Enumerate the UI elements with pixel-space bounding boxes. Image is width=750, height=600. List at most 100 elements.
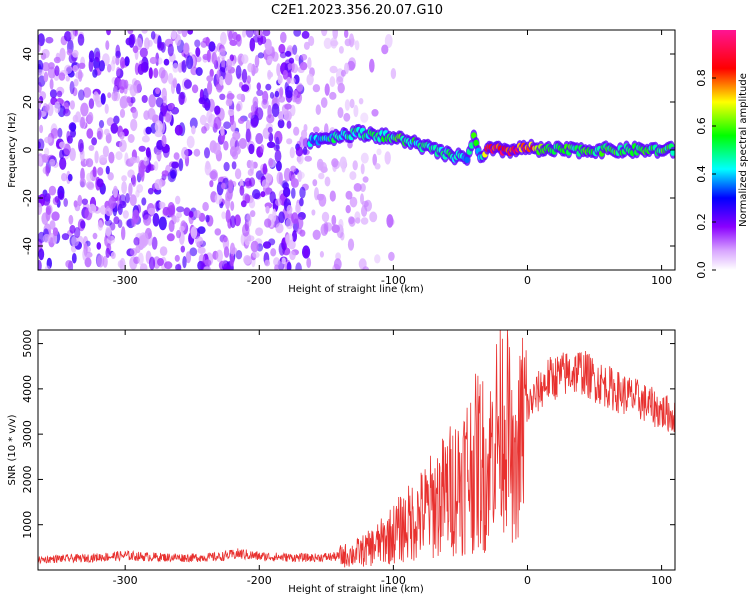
spectrogram-noise-cell	[62, 108, 71, 117]
spectrogram-noise-cell	[110, 122, 119, 134]
spectrogram-noise-cell	[72, 49, 79, 58]
spectrogram-noise-cell	[67, 173, 73, 182]
spectrogram-noise-cell	[286, 120, 292, 129]
spectrogram-noise-cell	[360, 193, 364, 205]
spectrogram-noise-cell	[279, 86, 284, 97]
spectrogram-noise-cell	[70, 122, 77, 132]
spectrogram-noise-cell	[177, 62, 183, 73]
spectrogram-noise-cell	[245, 30, 254, 38]
spectrogram-noise-cell	[94, 150, 99, 164]
spectrogram-noise-cell	[257, 52, 264, 59]
spectrogram-noise-cell	[209, 68, 214, 78]
spectrogram-noise-cell	[77, 33, 85, 46]
spectrogram-noise-cell	[360, 152, 369, 164]
snr-y-tick-label: 4000	[21, 375, 34, 403]
spectrogram-noise-cell	[286, 76, 292, 84]
spectrogram-noise-cell	[248, 112, 255, 119]
spectrogram-noise-cell	[252, 251, 260, 259]
spectrogram-noise-cell	[231, 161, 237, 170]
spectrogram-noise-cell	[188, 211, 194, 218]
spectrogram-noise-cell	[211, 52, 217, 65]
spectrogram-noise-cell	[278, 242, 286, 256]
spectrogram-noise-cell	[290, 178, 299, 188]
spectrogram-noise-cell	[172, 62, 179, 73]
spectrogram-noise-cell	[332, 30, 338, 40]
spectrogram-noise-cell	[121, 181, 127, 195]
spectrogram-noise-cell	[353, 183, 362, 192]
spectrogram-noise-cell	[127, 169, 135, 178]
spectrogram-noise-cell	[295, 262, 302, 270]
spectrogram-noise-cell	[111, 90, 118, 102]
signal-point	[471, 132, 477, 139]
spectrogram-noise-cell	[292, 90, 298, 97]
spectrogram-noise-cell	[58, 72, 66, 81]
spectrogram-noise-cell	[130, 96, 136, 104]
spectrogram-noise-cell	[303, 41, 310, 50]
spectrogram-noise-cell	[167, 103, 174, 111]
spectrogram-noise-cell	[43, 193, 51, 202]
snr-y-tick-label: 5000	[21, 330, 34, 358]
spectrogram-noise-cell	[158, 216, 167, 231]
spectrogram-noise-cell	[57, 127, 63, 138]
spectrogram-noise-cell	[38, 260, 42, 270]
spectrogram-noise-cell	[255, 227, 264, 236]
spectrogram-noise-cell	[45, 36, 54, 44]
spectrogram-noise-cell	[333, 258, 342, 270]
spectrogram-noise-cell	[340, 69, 346, 77]
spectrogram-noise-cell	[343, 112, 351, 122]
spectrogram-noise-cell	[87, 111, 94, 124]
spectrogram-noise-cell	[344, 30, 349, 38]
spectrogram-noise-cell	[47, 66, 56, 79]
spectrogram-noise-cell	[230, 120, 237, 132]
spectrogram-y-tick-label: 20	[21, 95, 34, 109]
snr-series-line	[38, 330, 675, 568]
spectrogram-x-tick-label: -100	[381, 274, 406, 287]
spectrogram-noise-cell	[79, 177, 86, 188]
spectrogram-noise-cell	[122, 210, 129, 219]
spectrogram-noise-cell	[329, 76, 336, 88]
spectrogram-noise-cell	[153, 161, 159, 171]
spectrogram-noise-cell	[186, 135, 195, 149]
spectrogram-noise-cell	[360, 217, 369, 225]
spectrogram-noise-cell	[354, 40, 360, 51]
spectrogram-noise-cell	[339, 156, 347, 170]
spectrogram-noise-cell	[38, 138, 45, 151]
spectrogram-noise-cell	[347, 238, 355, 251]
spectrogram-noise-cell	[78, 69, 83, 82]
spectrogram-noise-cell	[95, 94, 100, 104]
spectrogram-noise-cell	[59, 47, 66, 62]
spectrogram-noise-cell	[152, 213, 160, 227]
spectrogram-noise-cell	[204, 162, 212, 176]
spectrogram-noise-cell	[261, 179, 270, 189]
spectrogram-noise-cell	[386, 214, 394, 228]
spectrogram-noise-cell	[242, 30, 246, 38]
spectrogram-noise-cell	[229, 39, 238, 47]
spectrogram-noise-cell	[52, 227, 59, 237]
spectrogram-noise-cell	[249, 160, 255, 174]
spectrogram-noise-cell	[38, 98, 42, 109]
spectrogram-noise-cell	[105, 132, 112, 144]
spectrogram-noise-cell	[324, 83, 330, 96]
spectrogram-noise-cell	[179, 225, 185, 232]
spectrogram-noise-cell	[38, 202, 43, 215]
spectrogram-noise-cell	[147, 207, 156, 215]
spectrogram-noise-cell	[313, 126, 320, 133]
spectrogram-noise-cell	[390, 68, 397, 80]
snr-x-ticks: -300 -200 -100 0 100	[113, 330, 672, 587]
spectrogram-noise-cell	[304, 155, 313, 162]
spectrogram-noise-cell	[199, 114, 207, 126]
spectrogram-noise-cell	[100, 93, 106, 105]
spectrogram-noise-cell	[195, 236, 204, 246]
spectrogram-noise-cell	[141, 232, 149, 247]
spectrogram-noise-cell	[296, 171, 305, 180]
spectrogram-noise-cell	[155, 151, 162, 161]
spectrogram-noise-cell	[41, 212, 49, 225]
spectrogram-noise-cell	[238, 138, 247, 149]
spectrogram-noise-cell	[206, 75, 214, 82]
spectrogram-noise-cell	[41, 61, 50, 72]
spectrogram-noise-cell	[42, 233, 51, 243]
colorbar-tick-label: 0.2	[695, 213, 708, 231]
spectrogram-noise-cell	[319, 251, 324, 258]
spectrogram-noise-cell	[190, 226, 198, 239]
spectrogram-noise-cell	[41, 48, 50, 59]
